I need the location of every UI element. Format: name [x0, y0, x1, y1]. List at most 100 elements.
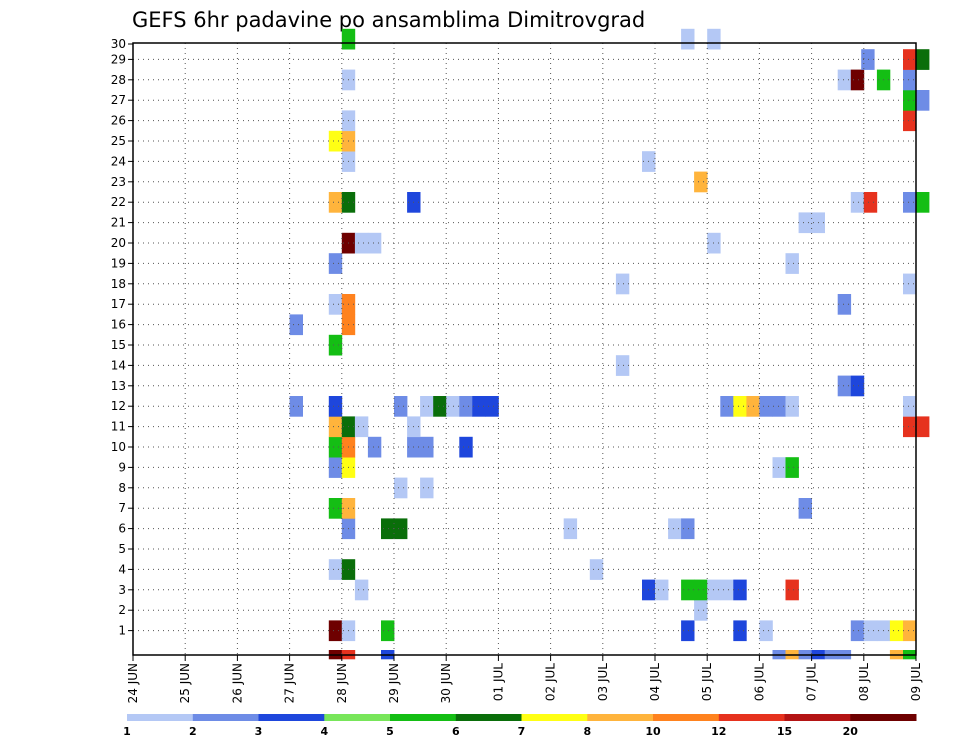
precip-cell: [837, 294, 852, 315]
precip-cell: [903, 110, 917, 132]
precip-cell: [772, 396, 786, 417]
y-tick-label: 4: [118, 562, 126, 576]
x-tick-label: 05 JUL: [700, 663, 714, 701]
y-tick-label: 1: [118, 624, 126, 638]
precip-cell: [916, 416, 930, 438]
y-tick-label: 19: [111, 256, 126, 270]
y-tick-label: 27: [111, 93, 126, 107]
colorbar-swatch: [455, 714, 522, 721]
colorbar-label: 6: [452, 725, 460, 738]
precip-cell: [328, 130, 343, 152]
precip-cell: [903, 396, 917, 417]
precip-cell: [903, 49, 917, 70]
precip-cell: [694, 171, 708, 193]
precip-cell: [381, 620, 395, 642]
y-tick-label: 11: [111, 420, 126, 434]
precip-cell: [328, 436, 343, 458]
precip-cell: [420, 477, 434, 499]
precip-cell: [889, 620, 904, 642]
y-tick-label: 26: [111, 114, 126, 128]
x-tick-label: 27 JUN: [283, 663, 297, 703]
precipitation-cells: [289, 28, 930, 660]
precip-cell: [759, 620, 773, 642]
precip-cell: [681, 28, 695, 50]
precip-cell: [328, 559, 343, 580]
x-tick-label: 09 JUL: [909, 663, 923, 701]
x-tick-label: 06 JUL: [752, 663, 766, 701]
precip-cell: [381, 518, 395, 540]
x-tick-label: 04 JUL: [648, 663, 662, 701]
precip-cell: [785, 579, 799, 601]
precip-cell: [328, 192, 343, 213]
precip-cell: [328, 294, 343, 315]
y-tick-label: 20: [111, 236, 126, 250]
precip-cell: [681, 518, 695, 540]
x-tick-label: 24 JUN: [126, 663, 140, 703]
precip-cell: [328, 396, 343, 417]
y-tick-label: 3: [118, 583, 126, 597]
colorbar-swatch: [653, 714, 720, 721]
y-tick-label: 16: [111, 318, 126, 332]
precip-cell: [837, 375, 852, 397]
x-tick-label: 01 JUL: [491, 663, 505, 701]
colorbar-label: 1: [123, 725, 131, 738]
precip-cell: [903, 69, 917, 91]
precip-cell: [681, 620, 695, 642]
colorbar-swatch: [521, 714, 588, 721]
precip-cell: [916, 49, 930, 70]
colorbar-swatch: [390, 714, 457, 721]
precip-cell: [485, 396, 499, 417]
colorbar-label: 8: [583, 725, 591, 738]
colorbar-label: 10: [645, 725, 661, 738]
colorbar: 1 2 3 4 5 6 7 8 10 12 15 20: [123, 714, 917, 738]
precip-cell: [655, 579, 669, 601]
axes: 1234567891011121314151617181920212223242…: [111, 37, 923, 703]
precip-cell: [420, 396, 434, 417]
x-tick-label: 26 JUN: [230, 663, 244, 703]
precip-cell: [328, 498, 343, 519]
precip-cell: [916, 90, 930, 111]
y-tick-label: 10: [111, 440, 126, 454]
colorbar-swatch: [127, 714, 194, 721]
precip-cell: [837, 69, 852, 91]
precip-cell: [394, 518, 408, 540]
colorbar-swatch: [587, 714, 654, 721]
precip-cell: [720, 579, 734, 601]
precip-cell: [328, 334, 343, 356]
precip-cell: [328, 457, 343, 478]
precip-cell: [863, 192, 878, 213]
precip-cell: [615, 355, 630, 376]
precip-cell: [289, 396, 303, 417]
precip-cell: [289, 314, 303, 336]
precip-cell: [694, 579, 708, 601]
colorbar-swatch: [192, 714, 259, 721]
y-tick-label: 24: [111, 154, 126, 168]
precip-cell: [589, 559, 604, 580]
precip-cell: [903, 620, 917, 642]
y-tick-label: 17: [111, 297, 126, 311]
x-tick-label: 03 JUL: [596, 663, 610, 701]
precip-cell: [903, 192, 917, 213]
precip-cell: [459, 436, 473, 458]
precip-cell: [433, 396, 447, 417]
colorbar-label: 12: [711, 725, 726, 738]
precip-cell: [328, 253, 343, 274]
precip-cell: [785, 396, 799, 417]
y-tick-label: 9: [118, 460, 126, 474]
precip-cell: [733, 396, 747, 417]
y-tick-label: 8: [118, 481, 126, 495]
y-tick-label: 22: [111, 195, 126, 209]
x-tick-label: 29 JUN: [387, 663, 401, 703]
precip-cell: [798, 498, 812, 519]
precip-cell: [785, 253, 799, 274]
precip-cell: [367, 232, 382, 254]
precip-cell: [759, 396, 773, 417]
colorbar-label: 3: [255, 725, 263, 738]
precip-cell: [394, 477, 408, 499]
precip-cell: [367, 436, 382, 458]
y-tick-label: 18: [111, 277, 126, 291]
dotted-grid: [133, 43, 916, 655]
precip-cell: [850, 69, 865, 91]
precip-cell: [903, 90, 917, 111]
